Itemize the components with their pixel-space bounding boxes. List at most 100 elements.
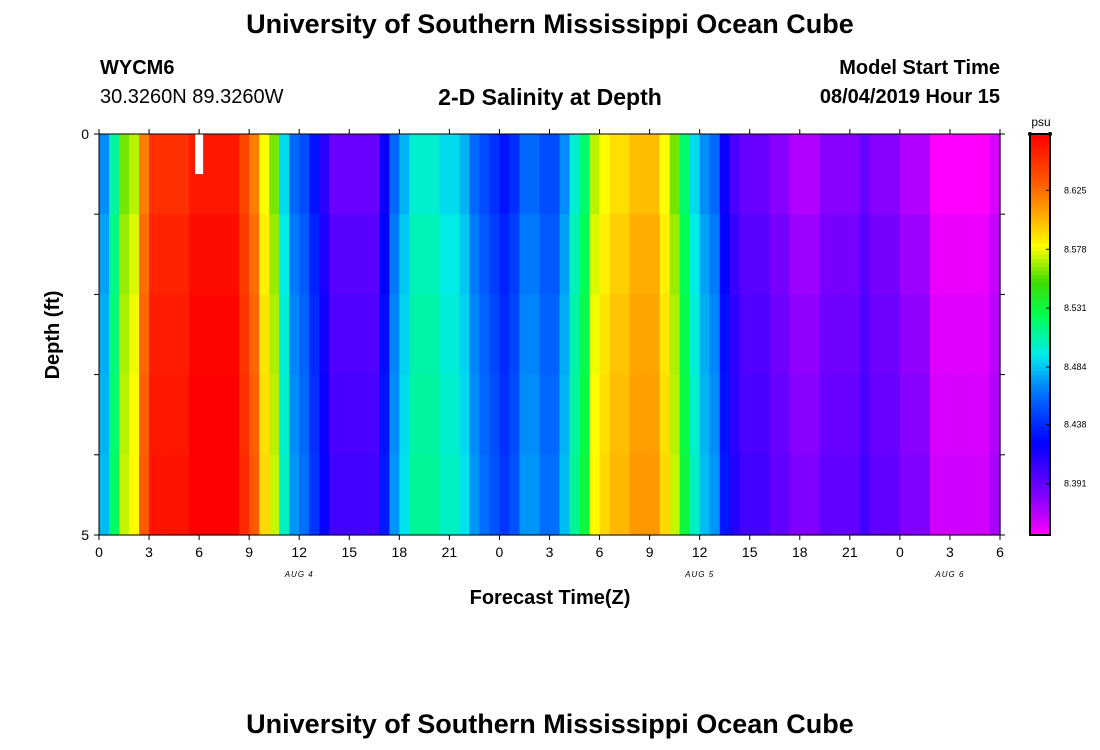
heatmap-cell (599, 134, 611, 215)
date-label: AUG 6 (934, 570, 964, 579)
heatmap-cell (239, 454, 250, 536)
heatmap-cell (99, 374, 110, 456)
heatmap-cell (339, 134, 350, 215)
heatmap-cell (649, 454, 661, 536)
colorbar-segment (1030, 422, 1050, 428)
heatmap-cell (259, 134, 270, 215)
heatmap-cell (529, 374, 541, 456)
colorbar-segment (1030, 198, 1050, 203)
heatmap-cell (509, 294, 521, 376)
colorbar-segment (1030, 194, 1050, 199)
colorbar-segment (1030, 218, 1050, 223)
heatmap-cell (639, 374, 651, 456)
heatmap-cell (619, 374, 631, 456)
heatmap-cell (529, 454, 541, 536)
heatmap-cell (869, 374, 881, 456)
heatmap-cell (179, 294, 190, 376)
heatmap-cell (99, 454, 110, 536)
heatmap-cell (139, 214, 150, 295)
heatmap-cell (769, 454, 781, 536)
heatmap-cell (569, 134, 581, 215)
heatmap-cell (479, 134, 491, 215)
heatmap-cell (159, 454, 170, 536)
heatmap-cell (289, 134, 300, 215)
heatmap-cell (939, 454, 951, 536)
x-tick-label: 3 (946, 544, 954, 560)
heatmap-cell (769, 214, 781, 295)
heatmap-cell (599, 454, 611, 536)
heatmap-cell (859, 214, 871, 295)
heatmap-cell (269, 374, 280, 456)
heatmap-cell (709, 134, 721, 215)
heatmap-cell (849, 134, 861, 215)
heatmap-cell (889, 134, 901, 215)
colorbar-segment (1030, 302, 1050, 307)
heatmap-cell (179, 374, 190, 456)
colorbar-segment (1030, 458, 1050, 464)
heatmap-cell (119, 134, 130, 215)
colorbar-segment (1030, 394, 1050, 400)
heatmap-cell (449, 134, 460, 215)
heatmap-cell (629, 294, 641, 376)
colorbar-segment (1030, 290, 1050, 295)
heatmap-cell (679, 214, 691, 295)
heatmap-cell (159, 374, 170, 456)
colorbar-segment (1030, 206, 1050, 211)
heatmap-cell (949, 294, 961, 376)
heatmap-cell (829, 134, 841, 215)
heatmap-cell (209, 454, 220, 536)
heatmap-cell (679, 374, 691, 456)
model-start-label: Model Start Time (839, 57, 1000, 79)
heatmap-cell (449, 454, 460, 536)
heatmap-cell (319, 294, 330, 376)
colorbar-segment (1030, 234, 1050, 239)
heatmap-cell (729, 374, 741, 456)
heatmap-cell (629, 134, 641, 215)
x-tick-label: 6 (195, 544, 203, 560)
heatmap-cell (209, 374, 220, 456)
heatmap-cell (109, 294, 120, 376)
heatmap-cell (949, 374, 961, 456)
heatmap-cell (629, 374, 641, 456)
heatmap-cell (369, 214, 380, 295)
heatmap-cell (809, 454, 821, 536)
colorbar-segment (1030, 298, 1050, 303)
colorbar-segment (1030, 158, 1050, 163)
colorbar-segment (1030, 466, 1050, 472)
heatmap-cell (99, 214, 110, 295)
heatmap-cell (799, 454, 811, 536)
colorbar-segment (1030, 366, 1050, 372)
heatmap-cell (309, 294, 320, 376)
heatmap-cell (399, 374, 410, 456)
heatmap-cell (909, 134, 921, 215)
colorbar-tick-label: 8.391 (1064, 479, 1087, 489)
heatmap-cell (259, 454, 270, 536)
colorbar-segment (1030, 446, 1050, 452)
heatmap-cell (219, 134, 230, 215)
heatmap-cell (199, 454, 210, 536)
heatmap-cell (649, 214, 661, 295)
heatmap-cell (839, 294, 851, 376)
heatmap-cell (539, 134, 551, 215)
heatmap-cell (299, 214, 310, 295)
heatmap-cell (119, 454, 130, 536)
heatmap-cell (869, 214, 881, 295)
heatmap-cell (939, 374, 951, 456)
heatmap-cell (379, 134, 390, 215)
heatmap-cell (439, 134, 450, 215)
heatmap-cell (279, 134, 290, 215)
heatmap-cell (359, 454, 370, 536)
heatmap-cell (799, 294, 811, 376)
heatmap-cell (909, 374, 921, 456)
heatmap-cell (179, 454, 190, 536)
heatmap-cell (359, 374, 370, 456)
heatmap-cell (819, 294, 831, 376)
heatmap-cell (919, 374, 931, 456)
heatmap-cell (669, 214, 681, 295)
heatmap-cell (199, 134, 210, 215)
colorbar-segment (1030, 138, 1050, 143)
heatmap-cell (219, 214, 230, 295)
heatmap-cell (419, 294, 430, 376)
colorbar-segment (1030, 282, 1050, 287)
heatmap-cell (739, 134, 751, 215)
